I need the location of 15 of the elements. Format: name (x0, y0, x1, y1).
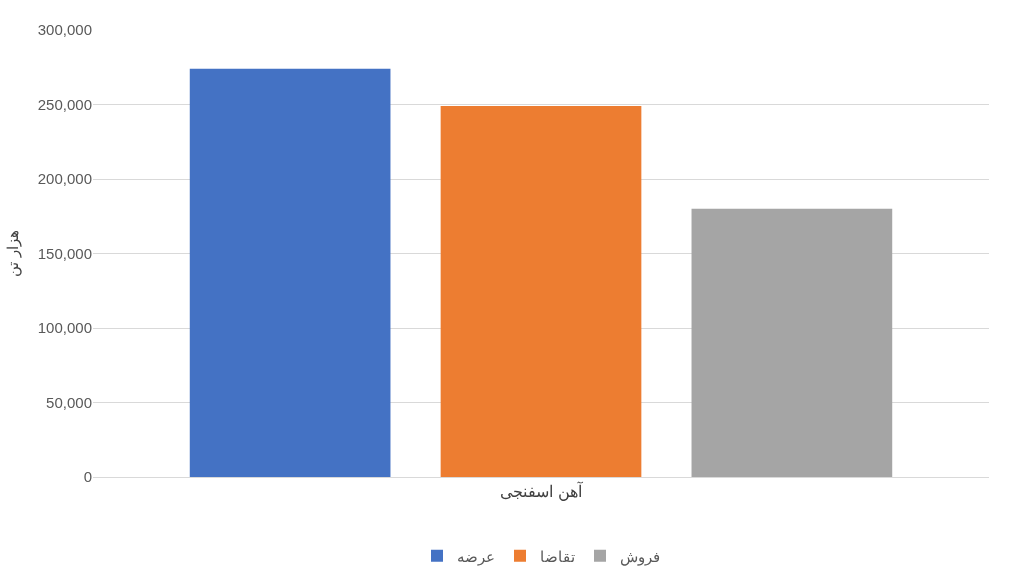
y-tick-label: 150,000 (37, 244, 92, 262)
bar (691, 208, 893, 477)
bar (440, 105, 642, 477)
y-tick-label: 200,000 (37, 170, 92, 188)
bar (189, 68, 391, 477)
legend-label: عرضه (457, 547, 495, 566)
y-axis-title: هزار تن (4, 230, 23, 277)
legend-label: فروش (620, 547, 660, 566)
y-tick-label: 250,000 (37, 95, 92, 113)
y-tick-label: 0 (83, 468, 92, 486)
legend-label: تقاضا (540, 547, 575, 565)
y-tick-label: 300,000 (37, 21, 92, 39)
y-tick-label: 50,000 (46, 393, 92, 411)
y-tick-label: 100,000 (37, 319, 92, 337)
x-tick-label: آهن اسفنجی (500, 481, 584, 502)
